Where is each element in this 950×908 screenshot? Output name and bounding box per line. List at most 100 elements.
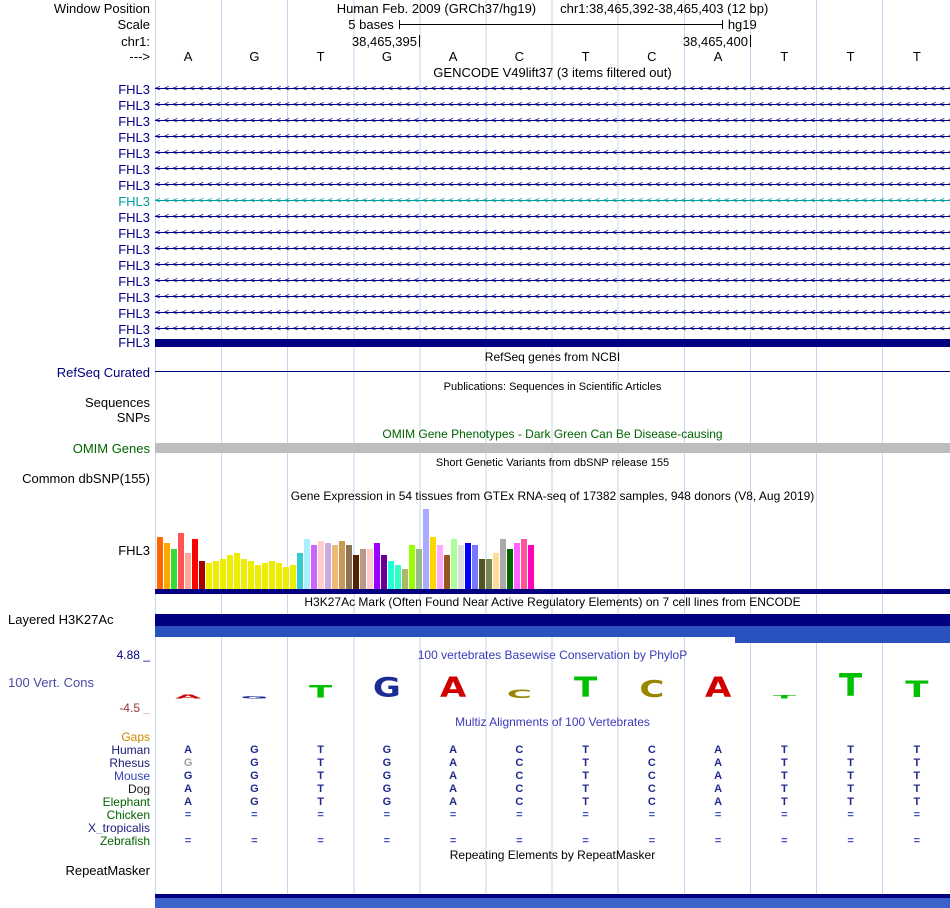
gencode-header[interactable]: GENCODE V49lift37 (3 items filtered out) — [433, 65, 672, 80]
gencode-transcript-row: FHL3 <<<<<<<<<<<<<<<<<<<<<<<<<<<<<<<<<<<<… — [0, 225, 950, 241]
gencode-transcript-label[interactable]: FHL3 — [118, 97, 150, 113]
scale-row: Scale 5 bases hg19 — [0, 16, 950, 33]
gencode-transcript-line[interactable]: <<<<<<<<<<<<<<<<<<<<<<<<<<<<<<<<<<<<<<<<… — [155, 81, 950, 97]
gencode-track: FHL3 <<<<<<<<<<<<<<<<<<<<<<<<<<<<<<<<<<<<… — [0, 81, 950, 348]
gencode-transcript-line[interactable]: <<<<<<<<<<<<<<<<<<<<<<<<<<<<<<<<<<<<<<<<… — [155, 257, 950, 273]
gencode-transcript-label[interactable]: FHL3 — [118, 177, 150, 193]
sequence-row: ---> A G T G A C T C A T T T — [0, 49, 950, 64]
gencode-transcript-line[interactable]: <<<<<<<<<<<<<<<<<<<<<<<<<<<<<<<<<<<<<<<<… — [155, 305, 950, 321]
species-label[interactable]: Chicken — [106, 808, 150, 821]
alignment-base: C — [647, 756, 656, 769]
gencode-transcript-label[interactable]: FHL3 — [118, 257, 150, 273]
gencode-transcript-label[interactable]: FHL3 — [118, 273, 150, 289]
gencode-transcript-line[interactable]: <<<<<<<<<<<<<<<<<<<<<<<<<<<<<<<<<<<<<<<<… — [155, 145, 950, 161]
h3k27ac-track[interactable] — [155, 610, 950, 647]
gencode-transcript-line[interactable]: <<<<<<<<<<<<<<<<<<<<<<<<<<<<<<<<<<<<<<<<… — [155, 225, 950, 241]
gencode-transcript-line[interactable]: <<<<<<<<<<<<<<<<<<<<<<<<<<<<<<<<<<<<<<<<… — [155, 241, 950, 257]
gtex-chart-track[interactable] — [155, 506, 950, 594]
species-label[interactable]: Dog — [127, 782, 150, 795]
gencode-transcript-label[interactable]: FHL3 — [118, 145, 150, 161]
conservation-label[interactable]: 100 Vert. Cons — [8, 674, 94, 690]
omim-header[interactable]: OMIM Gene Phenotypes - Dark Green Can Be… — [382, 426, 723, 441]
gencode-transcript-line[interactable]: <<<<<<<<<<<<<<<<<<<<<<<<<<<<<<<<<<<<<<<<… — [155, 97, 950, 113]
gencode-transcript-line[interactable]: <<<<<<<<<<<<<<<<<<<<<<<<<<<<<<<<<<<<<<<<… — [155, 161, 950, 177]
gencode-transcript-line[interactable]: <<<<<<<<<<<<<<<<<<<<<<<<<<<<<<<<<<<<<<<<… — [155, 193, 950, 209]
gencode-transcript-label[interactable]: FHL3 — [118, 209, 150, 225]
omim-genes-row: OMIM Genes — [0, 442, 950, 455]
alignment-base: A — [714, 769, 723, 782]
gaps-label[interactable]: Gaps — [121, 730, 150, 743]
species-label[interactable]: Zebrafish — [99, 834, 150, 847]
ruler-base: C — [514, 49, 525, 64]
gtex-bar — [262, 563, 268, 589]
sequences-label[interactable]: Sequences — [84, 395, 150, 410]
gencode-transcript-line[interactable]: <<<<<<<<<<<<<<<<<<<<<<<<<<<<<<<<<<<<<<<<… — [155, 177, 950, 193]
alignment-base: C — [647, 743, 656, 756]
alignment-base: C — [515, 782, 524, 795]
species-label[interactable]: Mouse — [113, 769, 150, 782]
conservation-letter: A — [704, 671, 732, 704]
gencode-gene-bar-label[interactable]: FHL3 — [118, 337, 150, 348]
omim-genes-label[interactable]: OMIM Genes — [72, 442, 150, 455]
multiz-header[interactable]: Multiz Alignments of 100 Vertebrates — [455, 715, 650, 729]
gtex-header[interactable]: Gene Expression in 54 tissues from GTEx … — [290, 489, 815, 503]
species-alignment-track — [155, 821, 950, 834]
gencode-transcript-label[interactable]: FHL3 — [118, 81, 150, 97]
species-label[interactable]: Rhesus — [109, 756, 150, 769]
refseq-header[interactable]: RefSeq genes from NCBI — [484, 349, 621, 364]
gencode-transcript-line[interactable]: <<<<<<<<<<<<<<<<<<<<<<<<<<<<<<<<<<<<<<<<… — [155, 113, 950, 129]
alignment-base: T — [781, 795, 788, 808]
refseq-curated-track[interactable] — [155, 365, 950, 379]
species-label[interactable]: Elephant — [102, 795, 150, 808]
sequences-track — [155, 395, 950, 410]
dbsnp-header[interactable]: Short Genetic Variants from dbSNP releas… — [435, 457, 670, 469]
alignment-base: T — [781, 756, 788, 769]
gencode-transcript-label[interactable]: FHL3 — [118, 161, 150, 177]
gencode-transcript-line[interactable]: <<<<<<<<<<<<<<<<<<<<<<<<<<<<<<<<<<<<<<<<… — [155, 273, 950, 289]
alignment-base: = — [648, 808, 656, 821]
position-text: chr1:38,465,392-38,465,403 (12 bp) — [560, 0, 769, 16]
alignment-base: = — [251, 834, 258, 847]
gencode-transcript-label[interactable]: FHL3 — [118, 241, 150, 257]
ruler-base: T — [581, 49, 590, 64]
gencode-transcript-line[interactable]: <<<<<<<<<<<<<<<<<<<<<<<<<<<<<<<<<<<<<<<<… — [155, 321, 950, 337]
gencode-transcript-label[interactable]: FHL3 — [118, 113, 150, 129]
conservation-column: A — [685, 662, 751, 702]
omim-genes-track[interactable] — [155, 442, 950, 455]
repeatmasker-label[interactable]: RepeatMasker — [65, 863, 150, 878]
publications-header[interactable]: Publications: Sequences in Scientific Ar… — [443, 381, 662, 393]
h3k27ac-band-dark — [155, 614, 950, 626]
phylop-header[interactable]: 100 vertebrates Basewise Conservation by… — [417, 647, 688, 662]
multiz-species-row: Rhesus G G T G A C T C A T T T — [0, 756, 950, 769]
species-label[interactable]: X_tropicalis — [87, 821, 150, 834]
repeatmasker-header[interactable]: Repeating Elements by RepeatMasker — [449, 848, 656, 862]
gencode-transcript-label[interactable]: FHL3 — [118, 289, 150, 305]
gtex-gene-label[interactable]: FHL3 — [118, 542, 150, 558]
conservation-letter: T — [772, 694, 796, 700]
gencode-transcript-line[interactable]: <<<<<<<<<<<<<<<<<<<<<<<<<<<<<<<<<<<<<<<<… — [155, 209, 950, 225]
snps-label[interactable]: SNPs — [116, 410, 150, 425]
h3k27ac-header[interactable]: H3K27Ac Mark (Often Found Near Active Re… — [304, 595, 801, 609]
gencode-transcript-label[interactable]: FHL3 — [118, 193, 150, 209]
gtex-bar — [444, 555, 450, 589]
species-label[interactable]: Human — [111, 743, 150, 756]
refseq-curated-label[interactable]: RefSeq Curated — [56, 365, 150, 379]
gtex-bar — [339, 541, 345, 589]
gencode-transcript-row: FHL3 <<<<<<<<<<<<<<<<<<<<<<<<<<<<<<<<<<<<… — [0, 161, 950, 177]
gencode-transcript-label[interactable]: FHL3 — [118, 321, 150, 337]
gencode-transcript-label[interactable]: FHL3 — [118, 305, 150, 321]
h3k27ac-label[interactable]: Layered H3K27Ac — [8, 612, 114, 627]
dbsnp-track — [155, 471, 950, 486]
gencode-transcript-label[interactable]: FHL3 — [118, 225, 150, 241]
gtex-bar — [458, 545, 464, 589]
spacer-label — [0, 878, 155, 894]
gencode-transcript-line[interactable]: <<<<<<<<<<<<<<<<<<<<<<<<<<<<<<<<<<<<<<<<… — [155, 129, 950, 145]
alignment-base: T — [317, 782, 324, 795]
alignment-base: T — [582, 782, 589, 795]
gencode-gene-bar-track[interactable] — [155, 337, 950, 348]
gencode-transcript-line[interactable]: <<<<<<<<<<<<<<<<<<<<<<<<<<<<<<<<<<<<<<<<… — [155, 289, 950, 305]
gtex-bar — [346, 545, 352, 589]
gencode-transcript-label[interactable]: FHL3 — [118, 129, 150, 145]
dbsnp-label[interactable]: Common dbSNP(155) — [22, 471, 150, 486]
